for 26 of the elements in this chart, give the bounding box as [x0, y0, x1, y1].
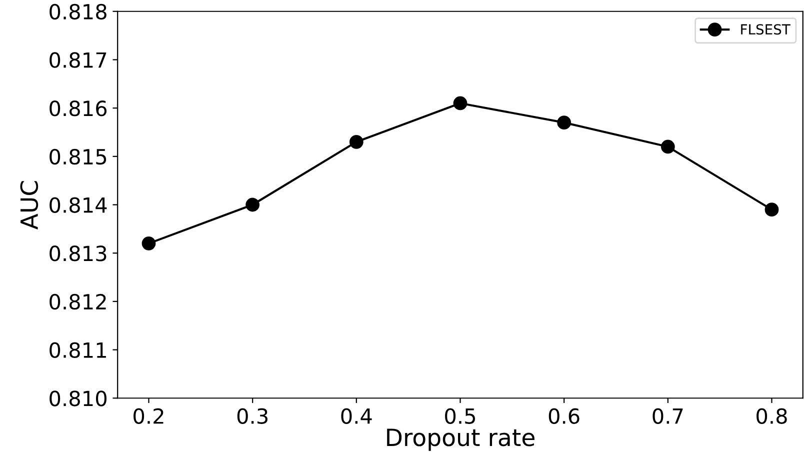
x-tick-label: 0.2 [134, 408, 164, 424]
x-tick-label: 0.5 [445, 408, 475, 424]
point [349, 134, 364, 149]
x-tick-label: 0.6 [548, 408, 580, 424]
y-axis-title: AUC [20, 181, 38, 230]
y-tick-label: 0.815 [50, 148, 106, 165]
x-tick-label: 0.8 [756, 408, 787, 424]
x-tick-label: 0.4 [341, 408, 372, 424]
point [142, 236, 156, 250]
x-tick-label: 0.7 [652, 408, 683, 424]
y-tick-label: 0.812 [50, 294, 106, 310]
y-tick-label: 0.818 [50, 4, 106, 20]
y-tick-label: 0.810 [50, 390, 106, 406]
point [660, 140, 675, 154]
y-tick-label: 0.816 [50, 100, 107, 116]
y-tick-label: 0.817 [50, 52, 106, 68]
point [557, 116, 572, 130]
y-tick-label: 0.814 [50, 197, 107, 213]
y-tick-label: 0.811 [50, 342, 106, 358]
x-axis-title: Dropout rate [387, 428, 534, 451]
y-tick-label: 0.813 [50, 246, 106, 262]
point [246, 198, 260, 212]
point [764, 202, 779, 217]
x-tick-label: 0.3 [237, 408, 268, 424]
point [453, 96, 468, 110]
legend-label: FLSEST [741, 24, 790, 35]
